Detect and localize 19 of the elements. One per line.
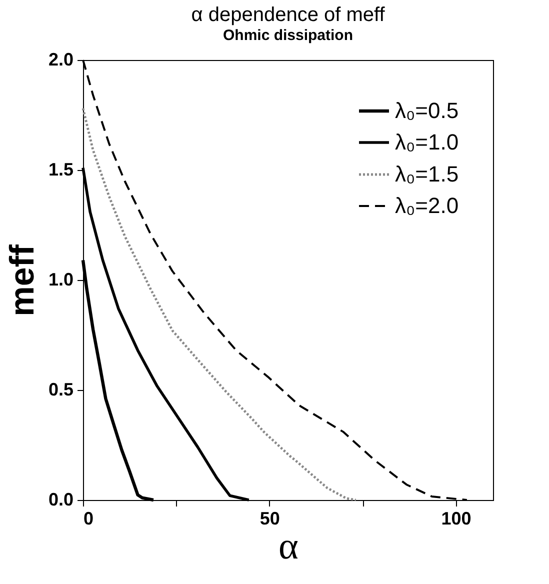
line-series <box>82 166 250 502</box>
legend-label: λ₀=0.5 <box>395 98 459 123</box>
x-tick-label: 100 <box>441 508 472 528</box>
y-tick-label: 0.5 <box>48 380 74 400</box>
x-axis-title: α <box>278 526 299 568</box>
x-tick-label: 50 <box>260 508 280 528</box>
chart-title: α dependence of meff <box>191 4 386 26</box>
x-tick-label: 0 <box>84 508 94 528</box>
y-tick-label: 1.0 <box>48 270 74 290</box>
chart-subtitle: Ohmic dissipation <box>222 27 354 44</box>
legend-label: λ₀=1.0 <box>395 130 459 154</box>
line-series <box>82 107 358 502</box>
y-tick-label: 2.0 <box>48 50 74 70</box>
legend-label: λ₀=1.5 <box>395 162 459 186</box>
y-tick-label: 0.0 <box>48 490 74 510</box>
line-series <box>81 258 156 502</box>
y-tick-label: 1.5 <box>48 160 74 180</box>
legend-label: λ₀=2.0 <box>395 193 459 218</box>
y-axis-title: meff <box>3 244 42 316</box>
